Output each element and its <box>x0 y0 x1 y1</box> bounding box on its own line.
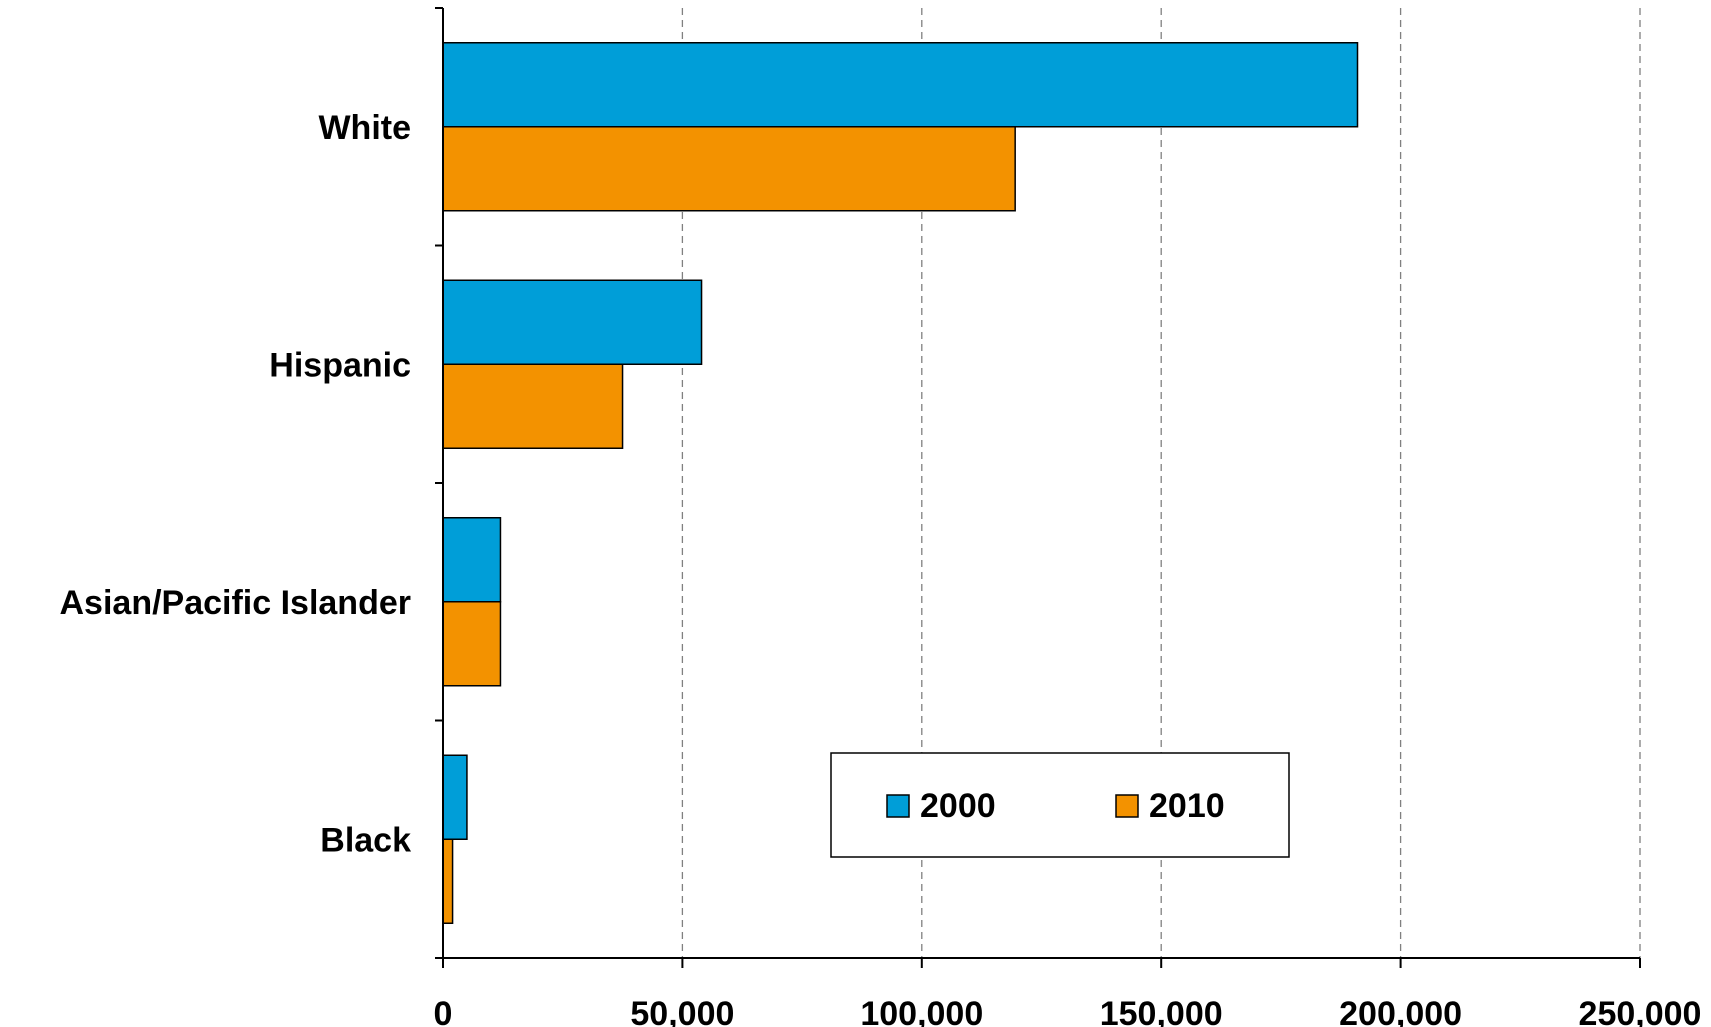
legend-label-2010: 2010 <box>1149 787 1225 825</box>
bar-2000-asian-pacific-islander <box>442 517 502 603</box>
legend: 2000 2010 <box>830 752 1290 858</box>
x-tick-label: 250,000 <box>1579 995 1702 1027</box>
x-tick-label: 150,000 <box>1100 995 1223 1027</box>
x-tick-labels: 0 50,000 100,000 150,000 200,000 250,000 <box>434 995 1702 1027</box>
legend-swatch-2010 <box>1115 794 1139 818</box>
category-labels: White Hispanic Asian/Pacific Islander Black <box>60 109 412 860</box>
axes <box>435 7 1641 968</box>
category-label: White <box>318 109 411 147</box>
x-tick-label: 50,000 <box>630 995 734 1027</box>
legend-label-2000: 2000 <box>920 787 996 825</box>
bars <box>442 42 1359 924</box>
bar-2010-black <box>442 838 454 924</box>
bar-2010-asian-pacific-islander <box>442 601 502 687</box>
category-label: Black <box>320 821 411 859</box>
bar-2000-black <box>442 754 468 840</box>
x-tick-label: 0 <box>434 995 453 1027</box>
bar-2000-white <box>442 42 1359 128</box>
category-label: Asian/Pacific Islander <box>60 584 412 622</box>
bar-2010-white <box>442 126 1016 212</box>
bar-2000-hispanic <box>442 279 703 365</box>
category-label: Hispanic <box>269 346 411 384</box>
x-tick-label: 100,000 <box>860 995 983 1027</box>
x-tick-label: 200,000 <box>1339 995 1462 1027</box>
legend-swatch-2000 <box>886 794 910 818</box>
bar-2010-hispanic <box>442 363 624 449</box>
